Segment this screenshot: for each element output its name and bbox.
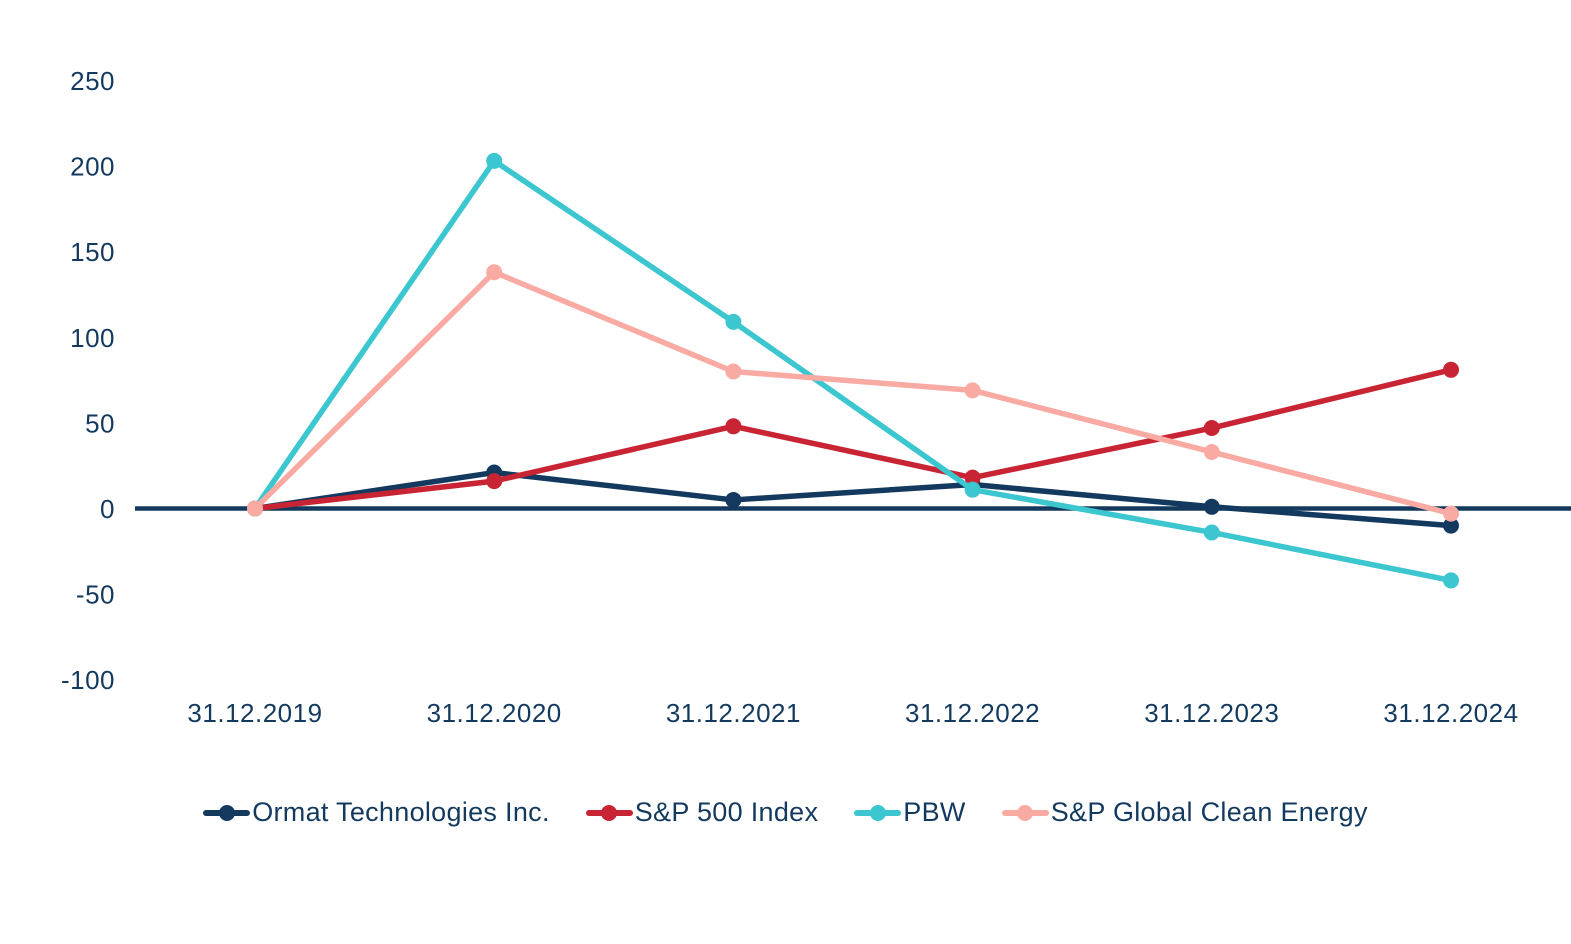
- series-line-ormat-technologies-inc: [252, 469, 1454, 529]
- data-point-pbw: [1443, 572, 1459, 589]
- line-dot-marker-icon: [854, 804, 902, 821]
- data-point-s-p-global-clean-energy: [247, 500, 263, 517]
- data-point-pbw: [964, 481, 981, 498]
- data-point-s-p-500-index: [1203, 420, 1220, 437]
- y-axis-tick-label: 100: [70, 323, 115, 353]
- dot-icon: [601, 804, 618, 821]
- data-point-s-p-global-clean-energy: [1443, 505, 1459, 522]
- x-axis-tick-label: 31.12.2023: [1144, 698, 1279, 728]
- data-point-ormat-technologies-inc: [1443, 517, 1459, 534]
- series-s-p-global-clean-energy: [247, 264, 1459, 522]
- series-line-s-p-500-index: [252, 367, 1454, 512]
- y-axis-tick-label: 200: [70, 152, 115, 182]
- x-axis-tick-label: 31.12.2021: [666, 698, 801, 728]
- performance-chart-svg: 250 200 150 100 50 0 -50 -100 31.12.2019 31.12.20…: [61, 66, 1571, 728]
- data-point-s-p-500-index: [725, 418, 742, 435]
- data-point-s-p-global-clean-energy: [725, 363, 742, 380]
- y-axis-tick-label: 250: [70, 66, 115, 96]
- legend-label: S&P 500 Index: [634, 797, 819, 827]
- series-line-s-p-global-clean-energy: [252, 269, 1454, 517]
- legend-label: S&P Global Clean Energy: [1050, 797, 1368, 827]
- legend-item-ormat: Ormat Technologies Inc.: [203, 797, 550, 828]
- data-point-s-p-global-clean-energy: [486, 264, 503, 281]
- series-pbw: [247, 152, 1459, 589]
- x-axis-tick-label: 31.12.2024: [1383, 698, 1518, 728]
- x-axis-tick-label: 31.12.2020: [427, 698, 562, 728]
- data-point-s-p-global-clean-energy: [964, 382, 981, 399]
- dot-icon: [1017, 804, 1034, 821]
- legend-item-sp500: S&P 500 Index: [585, 797, 819, 828]
- legend-item-pbw: PBW: [854, 797, 965, 828]
- y-axis-tick-label: -50: [76, 580, 115, 610]
- series-ormat-technologies-inc: [247, 464, 1459, 534]
- x-axis-tick-label: 31.12.2019: [187, 698, 322, 728]
- data-point-ormat-technologies-inc: [725, 491, 742, 508]
- y-axis-tick-label: 0: [100, 494, 115, 524]
- data-point-s-p-500-index: [1443, 361, 1459, 378]
- series-line-pbw: [252, 158, 1454, 584]
- x-axis-tick-label: 31.12.2022: [905, 698, 1040, 728]
- y-axis-tick-label: 50: [85, 408, 115, 438]
- y-axis-tick-label: 150: [70, 237, 115, 267]
- line-dot-marker-icon: [1001, 804, 1049, 821]
- dot-icon: [869, 804, 886, 821]
- legend-label: PBW: [903, 797, 966, 827]
- line-dot-marker-icon: [585, 804, 633, 821]
- legend-label: Ormat Technologies Inc.: [252, 797, 550, 827]
- data-point-pbw: [486, 152, 503, 169]
- y-axis-tick-label: -100: [61, 665, 115, 695]
- chart-legend: Ormat Technologies Inc. S&P 500 Index PB…: [0, 797, 1571, 828]
- data-point-pbw: [1203, 524, 1220, 541]
- line-dot-marker-icon: [203, 804, 251, 821]
- data-point-s-p-global-clean-energy: [1203, 443, 1220, 460]
- data-point-ormat-technologies-inc: [1203, 498, 1220, 515]
- legend-item-clean-energy: S&P Global Clean Energy: [1001, 797, 1368, 828]
- data-point-s-p-500-index: [964, 469, 981, 486]
- dot-icon: [218, 804, 235, 821]
- data-point-pbw: [725, 313, 742, 330]
- data-point-s-p-500-index: [486, 473, 503, 490]
